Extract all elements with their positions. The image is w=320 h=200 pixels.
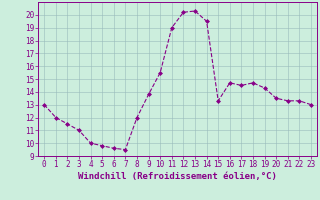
X-axis label: Windchill (Refroidissement éolien,°C): Windchill (Refroidissement éolien,°C) <box>78 172 277 181</box>
